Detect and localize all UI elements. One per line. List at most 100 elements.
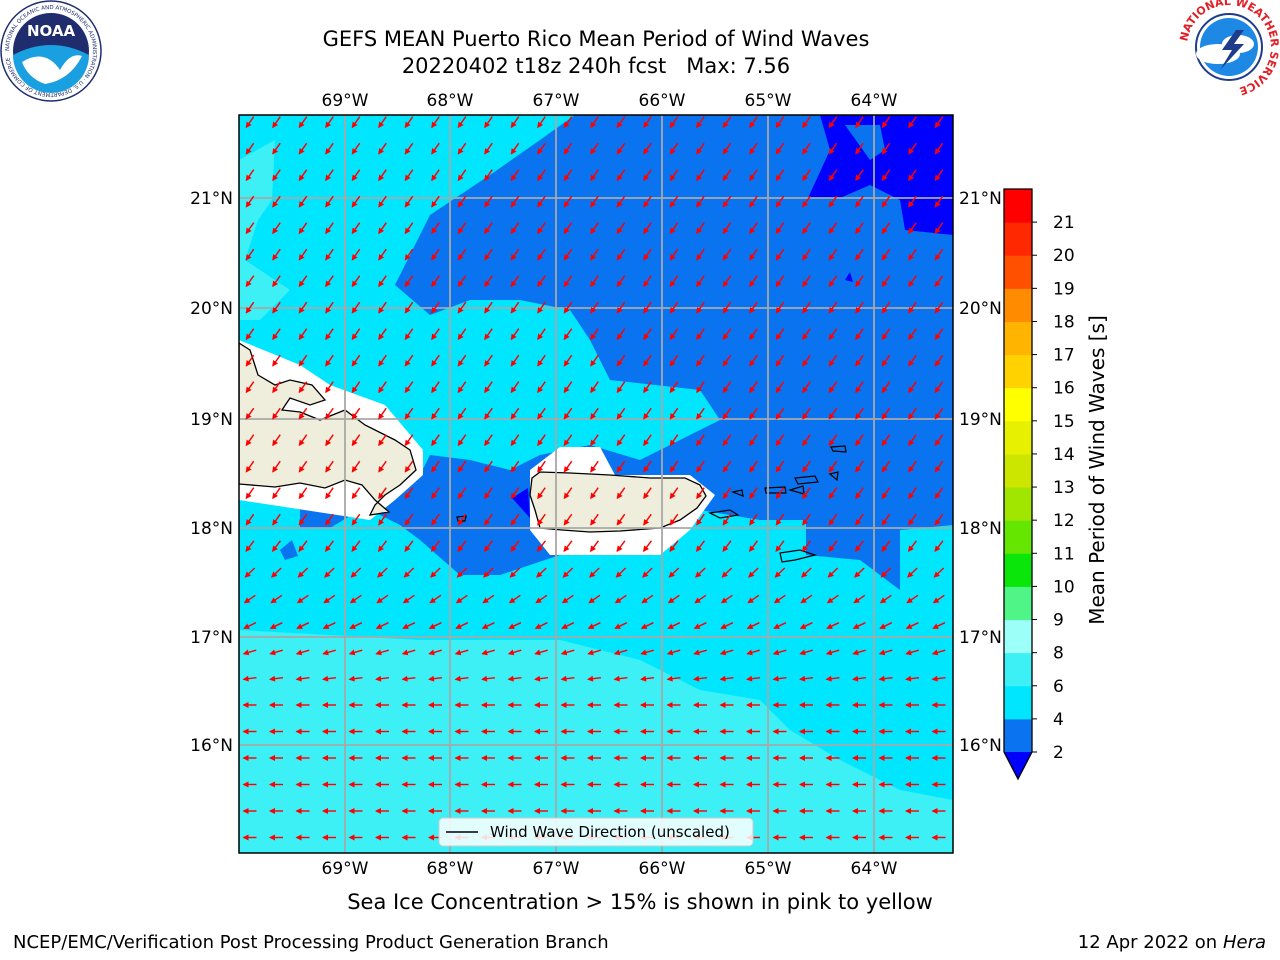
- wave-direction-arrow: [669, 195, 679, 208]
- wave-direction-arrow: [749, 381, 758, 394]
- wave-direction-arrow: [245, 513, 255, 526]
- wave-direction-arrow: [749, 116, 758, 129]
- wave-direction-arrow: [643, 354, 652, 367]
- wave-direction-arrow: [722, 434, 732, 447]
- wave-direction-arrow: [589, 540, 599, 552]
- wave-direction-arrow: [484, 407, 493, 420]
- wave-direction-arrow: [325, 222, 334, 235]
- wave-direction-arrow: [325, 487, 334, 500]
- wave-direction-arrow: [298, 116, 308, 129]
- wave-direction-arrow: [722, 407, 732, 420]
- wave-direction-arrow: [403, 567, 415, 578]
- wave-direction-arrow: [749, 275, 758, 288]
- wave-direction-arrow: [749, 142, 758, 155]
- wave-direction-arrow: [669, 301, 679, 314]
- wave-direction-arrow: [510, 142, 520, 155]
- wave-direction-arrow: [667, 622, 681, 629]
- wave-direction-arrow: [375, 622, 389, 629]
- colorbar-tick-label: 17: [1053, 346, 1075, 366]
- wave-direction-arrow: [298, 434, 308, 447]
- wave-direction-arrow: [643, 116, 652, 129]
- wave-direction-arrow: [616, 275, 626, 288]
- wave-direction-arrow: [484, 195, 493, 208]
- wave-direction-arrow: [325, 275, 334, 288]
- wave-direction-arrow: [537, 407, 546, 420]
- wave-direction-arrow: [298, 195, 308, 208]
- wave-direction-arrow: [455, 594, 468, 604]
- wave-direction-arrow: [934, 275, 944, 288]
- wave-direction-arrow: [616, 169, 626, 182]
- wave-direction-arrow: [934, 195, 944, 208]
- wave-direction-arrow: [855, 354, 864, 367]
- wave-direction-arrow: [669, 169, 679, 182]
- wave-direction-arrow: [802, 434, 811, 447]
- colorbar-tick-label: 12: [1053, 511, 1075, 531]
- wave-direction-arrow: [828, 301, 838, 314]
- wave-direction-arrow: [852, 649, 866, 656]
- wave-direction-arrow: [669, 513, 679, 526]
- wave-direction-arrow: [590, 407, 599, 420]
- wave-direction-arrow: [616, 195, 626, 208]
- colorbar-tick-label: 19: [1053, 279, 1075, 299]
- wave-direction-arrow: [272, 195, 281, 208]
- wave-direction-arrow: [298, 222, 308, 235]
- wave-direction-arrow: [802, 354, 811, 367]
- wave-direction-arrow: [855, 222, 864, 235]
- wave-direction-arrow: [378, 354, 387, 367]
- wave-direction-arrow: [746, 649, 760, 656]
- wave-direction-arrow: [324, 567, 335, 578]
- wave-direction-arrow: [616, 540, 626, 552]
- footer-credit: NCEP/EMC/Verification Post Processing Pr…: [13, 932, 609, 953]
- wave-direction-arrow: [457, 434, 467, 447]
- wave-direction-arrow: [298, 407, 308, 420]
- wave-direction-arrow: [245, 434, 255, 447]
- colorbar-tick-label: 16: [1053, 379, 1075, 399]
- wave-direction-arrow: [431, 407, 440, 420]
- colorbar-tick-label: 18: [1053, 312, 1075, 332]
- wave-direction-arrow: [295, 649, 310, 656]
- wave-direction-arrow: [457, 540, 467, 552]
- wave-direction-arrow: [802, 460, 811, 473]
- wave-direction-arrow: [722, 381, 732, 394]
- wave-direction-arrow: [325, 169, 334, 182]
- wave-direction-arrow: [694, 594, 707, 604]
- colorbar-band: [1004, 520, 1032, 554]
- wave-direction-arrow: [828, 460, 838, 473]
- wave-direction-arrow: [775, 540, 785, 552]
- wave-direction-arrow: [270, 594, 283, 604]
- wave-direction-arrow: [828, 328, 838, 341]
- wave-direction-arrow: [245, 460, 255, 473]
- wave-direction-arrow: [272, 222, 281, 235]
- wave-direction-arrow: [802, 195, 811, 208]
- wave-direction-arrow: [802, 275, 811, 288]
- footer-date: 12 Apr 2022 on Hera: [1078, 932, 1266, 953]
- wave-direction-arrow: [828, 116, 838, 129]
- lat-labels-left: 21°N 20°N 19°N 18°N 17°N 16°N: [190, 189, 233, 756]
- wave-direction-arrow: [696, 434, 705, 447]
- wave-direction-arrow: [696, 460, 705, 473]
- wave-direction-arrow: [748, 567, 759, 578]
- wave-direction-arrow: [614, 594, 627, 604]
- wave-direction-arrow: [272, 275, 281, 288]
- wave-direction-arrow: [881, 169, 891, 182]
- wave-direction-arrow: [351, 513, 361, 526]
- wave-direction-arrow: [481, 675, 496, 682]
- wave-direction-arrow: [775, 460, 785, 473]
- wave-direction-arrow: [404, 275, 414, 288]
- wave-direction-arrow: [696, 275, 705, 288]
- wave-direction-arrow: [351, 328, 361, 341]
- wave-direction-arrow: [537, 301, 546, 314]
- wave-direction-arrow: [245, 142, 255, 155]
- wave-direction-arrow: [855, 487, 864, 500]
- lon-label: 66°W: [639, 859, 686, 879]
- wave-direction-arrow: [853, 594, 866, 604]
- wave-direction-arrow: [375, 675, 390, 682]
- wave-direction-arrow: [244, 567, 256, 578]
- wave-direction-arrow: [350, 567, 362, 578]
- wave-direction-arrow: [826, 594, 839, 604]
- wave-direction-arrow: [243, 622, 257, 629]
- wind-wave-arrows: [242, 116, 946, 841]
- wave-direction-arrow: [351, 248, 361, 261]
- wave-direction-arrow: [828, 513, 838, 526]
- wave-direction-arrow: [749, 487, 758, 500]
